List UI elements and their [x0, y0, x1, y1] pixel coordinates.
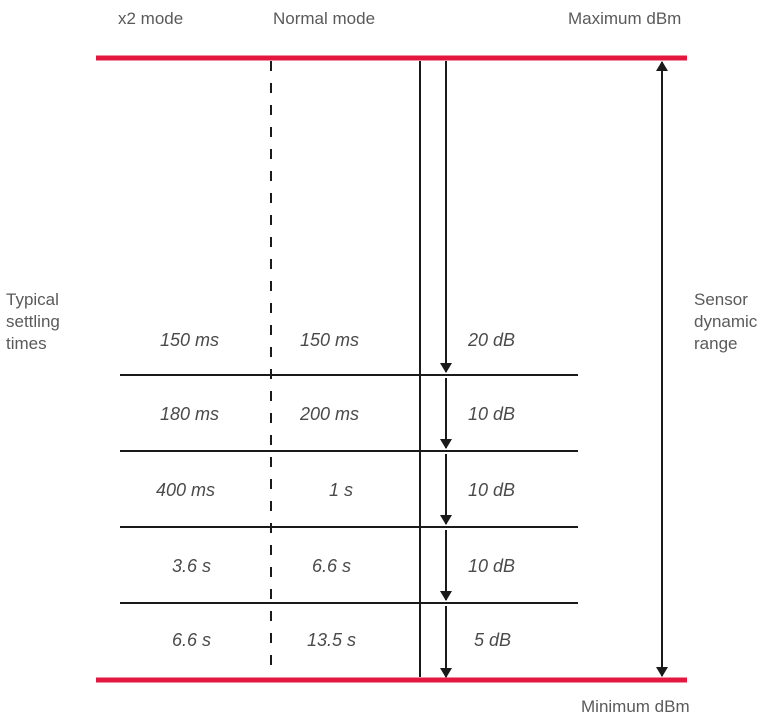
row-5-range: 5 dB: [474, 630, 511, 651]
row-4-range: 10 dB: [468, 556, 515, 577]
row-5-normal-time: 13.5 s: [307, 630, 356, 651]
row-2-normal-time: 200 ms: [300, 404, 359, 425]
row-3-range: 10 dB: [468, 480, 515, 501]
row-1-x2-time: 150 ms: [160, 330, 219, 351]
row-3-x2-time: 400 ms: [156, 480, 215, 501]
row-2-x2-time: 180 ms: [160, 404, 219, 425]
row-1-normal-time: 150 ms: [300, 330, 359, 351]
row-4-x2-time: 3.6 s: [172, 556, 211, 577]
row-3-normal-time: 1 s: [329, 480, 353, 501]
row-2-range: 10 dB: [468, 404, 515, 425]
row-1-range: 20 dB: [468, 330, 515, 351]
row-5-x2-time: 6.6 s: [172, 630, 211, 651]
row-4-normal-time: 6.6 s: [312, 556, 351, 577]
